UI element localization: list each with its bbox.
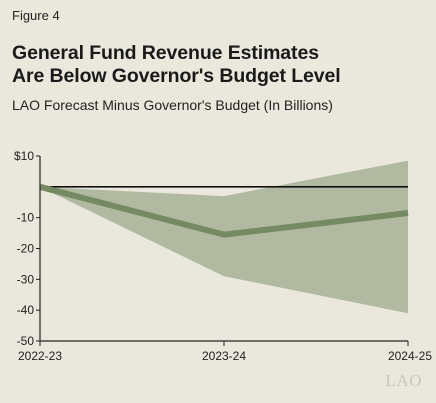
chart-subtitle: LAO Forecast Minus Governor's Budget (In… <box>12 97 333 113</box>
y-tick-label: -50 <box>17 334 35 348</box>
x-tick-label: 2023-24 <box>202 349 246 363</box>
chart-title-line-2: Are Below Governor's Budget Level <box>12 65 341 87</box>
y-tick-label: -30 <box>17 272 35 286</box>
y-tick-label: $10 <box>14 149 34 163</box>
x-tick-label: 2022-23 <box>18 349 62 363</box>
chart-title-line-1: General Fund Revenue Estimates <box>12 42 319 64</box>
lao-logo: LAO <box>385 371 422 390</box>
figure-label: Figure 4 <box>12 8 60 23</box>
x-tick-label: 2024-25 <box>388 349 432 363</box>
y-tick-label: -10 <box>17 211 35 225</box>
y-tick-label: -20 <box>17 242 35 256</box>
chart-title: General Fund Revenue Estimates Are Below… <box>12 42 341 88</box>
y-tick-label: -40 <box>17 303 35 317</box>
